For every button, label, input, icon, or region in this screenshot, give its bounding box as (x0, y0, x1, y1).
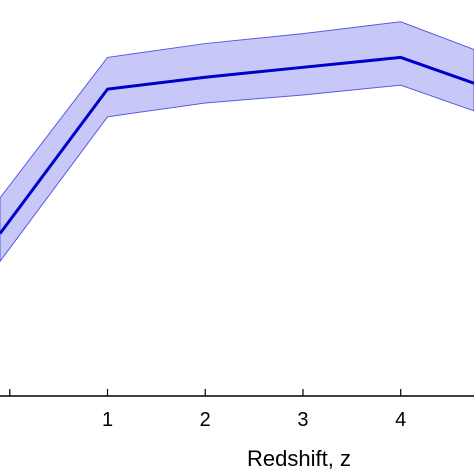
x-tick-label: 2 (200, 409, 211, 431)
confidence-band (0, 21, 474, 263)
x-tick-label: 4 (395, 409, 406, 431)
x-tick-label: 1 (102, 409, 113, 431)
plot-area (0, 21, 474, 263)
x-ticks: 1 2 3 4 (9, 389, 406, 431)
x-axis-title: Redshift, z (247, 446, 351, 471)
series-line (0, 55, 474, 235)
x-tick-label: 3 (297, 409, 308, 431)
